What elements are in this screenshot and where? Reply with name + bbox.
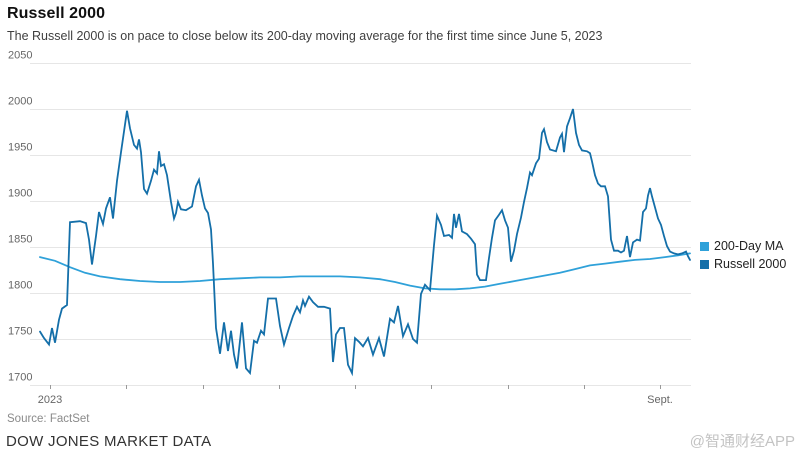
legend-label-russell-2000: Russell 2000	[714, 257, 787, 271]
svg-text:1800: 1800	[8, 280, 32, 292]
legend-swatch-200-day-ma	[700, 241, 709, 251]
legend-item-200-day-ma: 200-Day MA	[700, 237, 786, 255]
source-note: Source: FactSet	[7, 413, 90, 425]
svg-text:2000: 2000	[8, 96, 32, 108]
line-chart: 2050 2000 1950 1900 1850 1800 1750 1700 2023 Sept…	[8, 50, 691, 406]
svg-text:2050: 2050	[8, 50, 32, 62]
svg-text:Sept.: Sept.	[647, 394, 673, 406]
svg-text:1700: 1700	[8, 372, 32, 384]
chart-legend: 200-Day MA Russell 2000	[700, 237, 786, 273]
dow-jones-market-data-label: DOW JONES MARKET DATA	[6, 433, 212, 450]
legend-label-200-day-ma: 200-Day MA	[714, 239, 784, 253]
legend-item-russell-2000: Russell 2000	[700, 255, 786, 273]
svg-text:1750: 1750	[8, 326, 32, 338]
legend-swatch-russell-2000	[700, 259, 709, 269]
svg-text:1900: 1900	[8, 188, 32, 200]
svg-text:2023: 2023	[38, 394, 62, 406]
svg-text:1850: 1850	[8, 234, 32, 246]
chart-subtitle: The Russell 2000 is on pace to close bel…	[7, 29, 603, 43]
svg-text:1950: 1950	[8, 142, 32, 154]
chart-title: Russell 2000	[7, 5, 106, 22]
watermark-zhitong-caijing: @智通财经APP	[689, 433, 795, 450]
